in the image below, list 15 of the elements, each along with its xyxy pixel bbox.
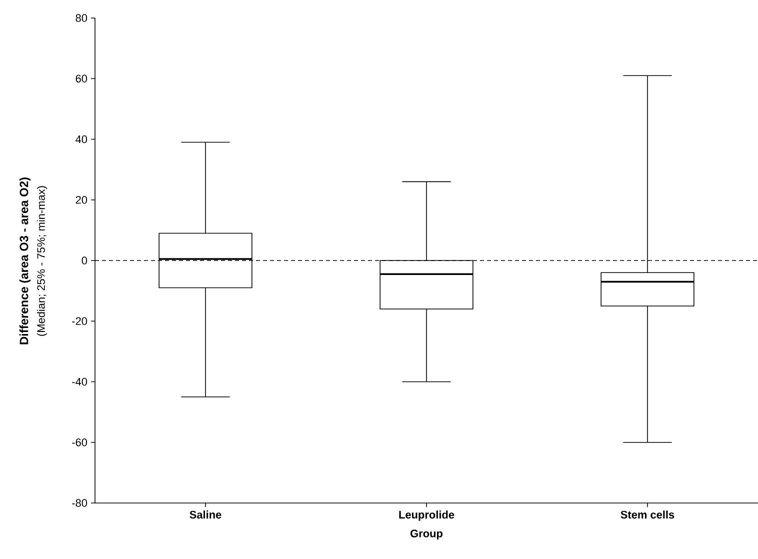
x-tick-label: Leuprolide (399, 510, 454, 521)
y-tick-label: 20 (76, 196, 88, 204)
y-tick-label: 40 (76, 135, 88, 144)
y-tick-label: -20 (72, 317, 88, 326)
y-tick-label: 0 (82, 256, 88, 264)
y-tick-label: -40 (72, 378, 88, 386)
x-tick-label: Stem cells (620, 510, 674, 519)
y-tick-label: -80 (72, 499, 88, 507)
y-tick-label: -60 (72, 438, 88, 446)
x-axis-title: Group (410, 530, 442, 540)
x-tick-label: Saline (190, 510, 222, 519)
y-axis-title: Difference (area O3 - area O2) (19, 178, 31, 344)
text: (Median; 25% - 75%; min-max) (36, 186, 48, 336)
y-tick-label: 80 (76, 14, 88, 22)
y-tick-label: 60 (76, 74, 88, 83)
